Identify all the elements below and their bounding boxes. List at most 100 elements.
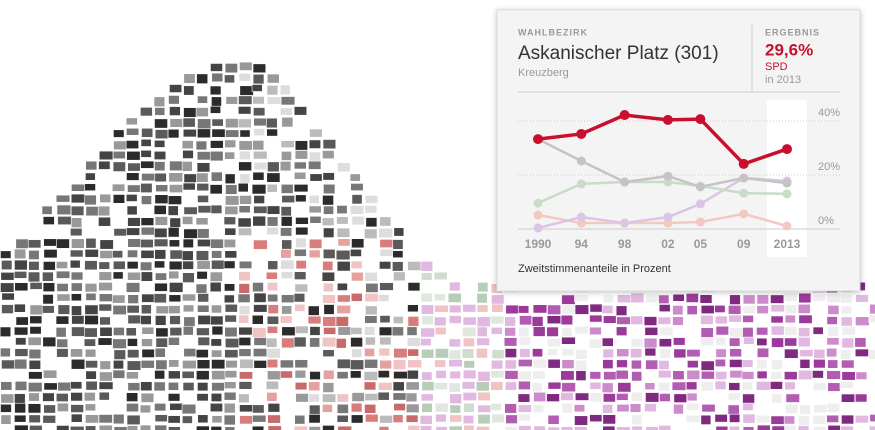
map-block: [448, 315, 462, 324]
map-block: [140, 160, 155, 169]
data-point: [620, 218, 630, 228]
map-block: [434, 293, 446, 302]
map-block: [27, 382, 43, 393]
map-block: [224, 303, 238, 313]
map-block: [517, 404, 532, 413]
map-block: [70, 381, 83, 390]
map-block: [238, 393, 250, 404]
map-block: [309, 238, 323, 249]
map-block: [294, 381, 308, 391]
map-block: [517, 393, 531, 403]
map-block: [251, 425, 265, 430]
map-block: [421, 315, 434, 325]
map-block: [280, 271, 294, 279]
map-block: [379, 216, 392, 227]
map-block: [407, 359, 423, 369]
map-block: [0, 250, 12, 259]
map-block: [322, 194, 334, 206]
map-block: [196, 228, 210, 239]
map-block: [168, 426, 181, 430]
map-block: [42, 294, 54, 305]
map-block: [309, 371, 321, 380]
map-block: [42, 392, 55, 402]
map-block: [126, 304, 140, 314]
map-block: [784, 348, 799, 359]
map-block: [181, 403, 197, 415]
map-block: [827, 305, 840, 315]
map-block: [196, 172, 209, 183]
map-block: [280, 216, 293, 227]
map-block: [729, 413, 741, 423]
map-block: [462, 316, 477, 326]
map-block: [28, 250, 40, 260]
map-block: [210, 315, 224, 326]
map-block: [168, 336, 180, 346]
map-block: [224, 349, 239, 359]
map-block: [756, 370, 768, 379]
map-block: [97, 205, 111, 217]
map-block: [434, 304, 449, 313]
map-block: [658, 304, 671, 313]
map-block: [266, 282, 278, 292]
map-block: [280, 96, 296, 106]
map-block: [168, 172, 184, 183]
map-block: [167, 381, 179, 391]
map-block: [756, 326, 769, 336]
map-block: [700, 360, 715, 371]
map-block: [462, 326, 477, 337]
map-block: [140, 360, 155, 369]
map-block: [589, 381, 602, 390]
map-block: [266, 337, 278, 348]
map-block: [378, 347, 391, 357]
map-block: [85, 414, 99, 424]
map-block: [251, 314, 264, 325]
map-block: [27, 403, 42, 414]
map-block: [854, 337, 867, 348]
map-block: [350, 183, 364, 191]
map-block: [252, 73, 265, 85]
map-block: [869, 303, 875, 315]
map-block: [685, 381, 698, 391]
map-block: [742, 294, 756, 305]
map-block: [350, 337, 363, 348]
map-block: [323, 227, 335, 238]
map-block: [575, 349, 588, 360]
map-block: [393, 227, 405, 237]
map-block: [223, 216, 237, 225]
map-block: [154, 216, 168, 226]
map-block: [84, 304, 99, 315]
map-block: [127, 349, 140, 359]
map-block: [337, 238, 351, 247]
map-block: [126, 425, 139, 430]
map-block: [322, 172, 335, 181]
map-block: [252, 414, 267, 423]
data-point: [782, 178, 792, 188]
map-block: [126, 205, 138, 216]
map-block: [644, 382, 656, 391]
map-block: [700, 337, 715, 346]
map-block: [253, 360, 267, 369]
map-block: [125, 282, 141, 293]
map-block: [420, 393, 434, 402]
map-block: [210, 238, 224, 249]
map-block: [533, 425, 546, 430]
map-block: [546, 393, 560, 402]
map-block: [351, 194, 363, 205]
map-block: [155, 327, 169, 338]
map-block: [602, 294, 615, 304]
map-block: [224, 205, 239, 215]
map-block: [281, 151, 292, 161]
map-block: [336, 260, 351, 272]
map-block: [477, 371, 491, 382]
map-block: [154, 249, 167, 260]
map-block: [657, 316, 672, 325]
map-block: [491, 303, 504, 313]
map-block: [294, 271, 307, 280]
map-block: [392, 261, 404, 272]
map-block: [70, 205, 85, 216]
map-block: [336, 414, 349, 423]
map-block: [182, 149, 194, 159]
map-block: [658, 338, 672, 348]
map-block: [13, 303, 26, 313]
map-block: [589, 326, 602, 336]
